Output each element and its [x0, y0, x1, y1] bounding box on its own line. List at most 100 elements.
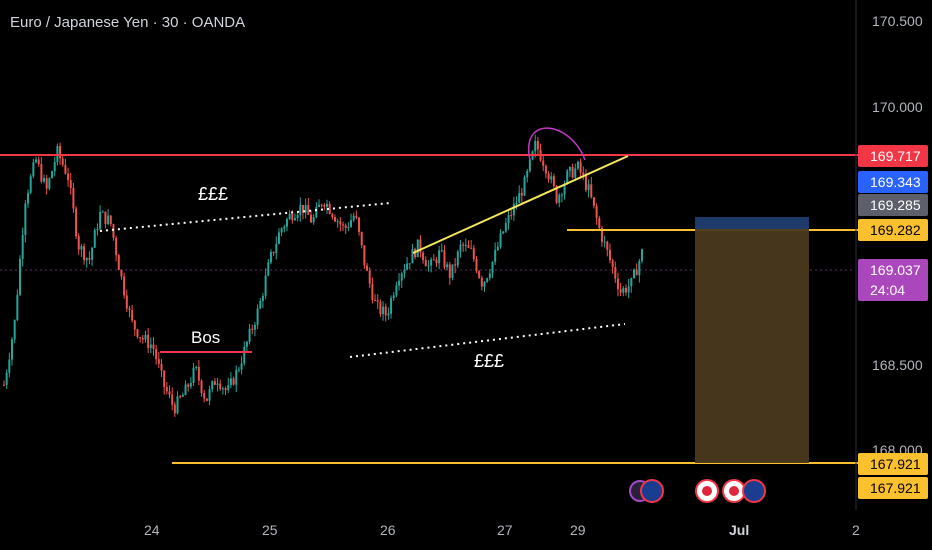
- candle-body: [534, 140, 537, 152]
- candle-body: [19, 258, 22, 295]
- candle-body: [400, 273, 403, 281]
- candle-body: [438, 250, 441, 264]
- candle-body: [243, 346, 246, 364]
- candle-body: [587, 184, 590, 191]
- candle-body: [419, 239, 422, 253]
- candle-body: [45, 178, 48, 189]
- candle-body: [144, 334, 147, 340]
- candle-body: [259, 300, 262, 309]
- candle-body: [37, 159, 40, 165]
- price-tag-resistance[interactable]: 169.717: [858, 145, 928, 167]
- candle-body: [408, 263, 411, 265]
- price-tag-blue[interactable]: 169.343: [858, 171, 928, 193]
- candle-body: [603, 241, 606, 243]
- candle-body: [566, 170, 569, 184]
- price-tag-gray[interactable]: 169.285: [858, 194, 928, 216]
- candle-body: [480, 277, 483, 287]
- candle-body: [528, 159, 531, 172]
- candle-body: [152, 344, 155, 349]
- candle-body: [109, 215, 112, 225]
- last-price: 169.037: [870, 262, 921, 278]
- candle-body: [168, 391, 171, 395]
- candle-body: [299, 204, 302, 216]
- candle-body: [443, 250, 446, 268]
- candle-body: [462, 244, 465, 246]
- candle-body: [117, 255, 120, 271]
- candle-body: [451, 264, 454, 278]
- candle-body: [219, 383, 222, 389]
- candle-body: [264, 275, 267, 296]
- candle-body: [406, 263, 409, 270]
- candle-body: [504, 223, 507, 232]
- candle-body: [512, 203, 515, 216]
- candle-body: [64, 164, 67, 174]
- candle-body: [360, 231, 363, 246]
- candle-body: [11, 339, 14, 360]
- candle-body: [619, 289, 622, 293]
- candle-body: [101, 211, 104, 213]
- candle-body: [339, 221, 342, 225]
- candle-body: [416, 239, 419, 258]
- candle-body: [395, 285, 398, 296]
- candle-body: [277, 232, 280, 244]
- candle-body: [235, 369, 238, 385]
- candle-body: [229, 378, 232, 386]
- candle-body: [547, 173, 550, 180]
- candle-body: [88, 258, 91, 260]
- candle-body: [293, 218, 296, 221]
- event-icons[interactable]: [629, 479, 766, 503]
- candle-body: [446, 264, 449, 268]
- candle-body: [301, 204, 304, 213]
- price-tag-support-a[interactable]: 167.921: [858, 453, 928, 475]
- candlestick-series: [3, 134, 643, 417]
- price-tag-support-b[interactable]: 167.921: [858, 477, 928, 499]
- candle-body: [518, 192, 521, 204]
- candle-body: [363, 245, 366, 266]
- candle-body: [392, 295, 395, 299]
- candle-body: [205, 398, 208, 401]
- candle-body: [176, 396, 179, 414]
- candle-body: [320, 204, 323, 206]
- candle-body: [48, 178, 51, 189]
- candle-body: [43, 178, 46, 182]
- candle-body: [558, 194, 561, 203]
- candle-body: [53, 162, 56, 172]
- position-box: [695, 226, 809, 463]
- candle-body: [368, 270, 371, 284]
- candle-body: [21, 234, 24, 259]
- candle-body: [80, 246, 83, 250]
- candle-body: [125, 295, 128, 309]
- candle-body: [334, 217, 337, 222]
- candle-body: [614, 267, 617, 279]
- candle-body: [272, 251, 275, 254]
- candle-body: [85, 258, 88, 261]
- candle-body: [304, 205, 307, 213]
- candle-body: [432, 259, 435, 261]
- candle-body: [510, 215, 513, 217]
- candle-body: [32, 162, 35, 177]
- candle-body: [83, 246, 86, 261]
- candle-body: [494, 249, 497, 262]
- candle-body: [371, 283, 374, 301]
- candle-body: [120, 270, 123, 277]
- price-tick: 168.500: [872, 357, 923, 373]
- candle-body: [384, 306, 387, 316]
- candle-body: [496, 246, 499, 250]
- price-tag-entry[interactable]: 169.282: [858, 219, 928, 241]
- candle-body: [163, 370, 166, 388]
- price-tick: 170.000: [872, 99, 923, 115]
- price-tag-last[interactable]: 169.037 24:04: [858, 259, 928, 301]
- candle-body: [464, 244, 467, 246]
- eu-flag-icon[interactable]: [742, 479, 766, 503]
- candle-body: [149, 344, 152, 348]
- candle-body: [584, 174, 587, 191]
- candle-body: [600, 227, 603, 242]
- candle-body: [491, 261, 494, 274]
- eu-flag-icon[interactable]: [640, 479, 664, 503]
- candle-body: [606, 241, 609, 250]
- candle-body: [635, 269, 638, 276]
- candle-body: [387, 313, 390, 316]
- candle-body: [470, 247, 473, 249]
- candle-body: [5, 372, 8, 385]
